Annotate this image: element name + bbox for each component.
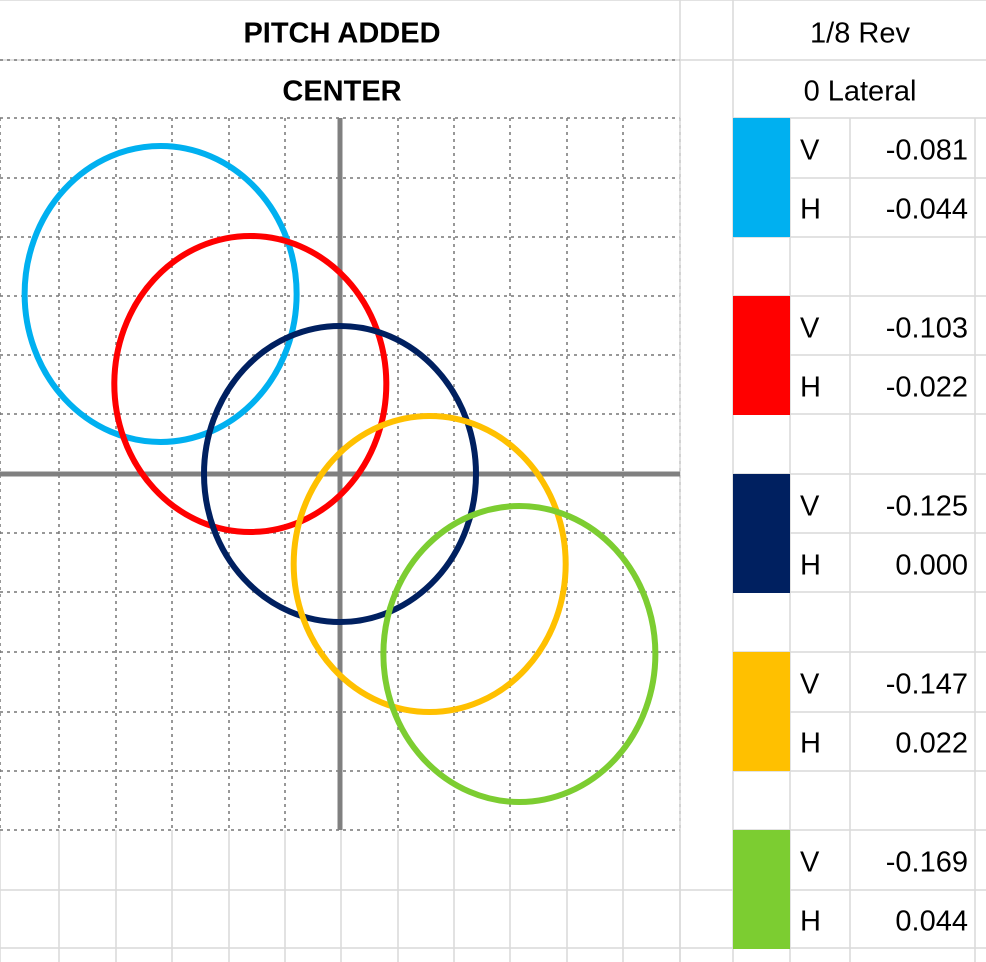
legend-swatch xyxy=(733,474,790,593)
row-label: V xyxy=(800,491,820,523)
row-label: H xyxy=(800,906,821,938)
legend-swatch xyxy=(733,830,790,949)
row-label: H xyxy=(800,372,821,404)
v-value: -0.147 xyxy=(886,669,968,701)
row-label: H xyxy=(800,194,821,226)
v-value: -0.081 xyxy=(886,135,968,167)
row-label: H xyxy=(800,728,821,760)
h-value: 0.044 xyxy=(895,906,968,938)
v-value: -0.103 xyxy=(886,313,968,345)
h-value: -0.044 xyxy=(886,194,968,226)
chart-subtitle: CENTER xyxy=(282,76,401,108)
row-label: V xyxy=(800,669,820,701)
header: 0 Lateral xyxy=(804,76,917,108)
legend-swatch xyxy=(733,118,790,237)
chart-title: PITCH ADDED xyxy=(243,18,440,50)
pitch-circle xyxy=(201,323,479,625)
legend-swatch xyxy=(733,652,790,771)
h-value: 0.022 xyxy=(895,728,968,760)
legend-swatch xyxy=(733,296,790,415)
row-label: V xyxy=(800,313,820,345)
pitch-circle xyxy=(21,142,300,445)
row-label: V xyxy=(800,135,820,167)
row-label: V xyxy=(800,847,820,879)
v-value: -0.125 xyxy=(886,491,968,523)
v-value: -0.169 xyxy=(886,847,968,879)
header: 1/8 Rev xyxy=(810,18,910,50)
h-value: 0.000 xyxy=(895,550,968,582)
pitch-circle xyxy=(380,503,659,806)
row-label: H xyxy=(800,550,821,582)
h-value: -0.022 xyxy=(886,372,968,404)
pitch-circle xyxy=(290,413,569,716)
pitch-circle xyxy=(111,232,390,535)
